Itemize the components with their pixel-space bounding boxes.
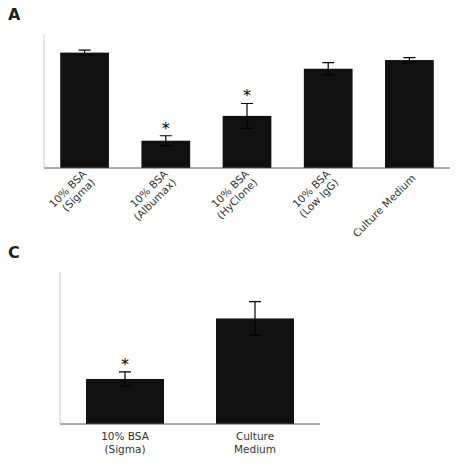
error-bar [119,372,131,386]
error-bar [322,63,334,75]
category-label: CultureMedium [234,430,276,455]
category-label: 10% BSA(HyClone) [206,167,260,221]
bar-chart: A * * 10% BSA(Sigma) 10% BSA(Albumax) 10% BSA… [8,5,450,239]
category-label: 10% BSA(Low IgG) [288,167,341,220]
bar-chart: C * 10% BSA(Sigma) CultureMedium [8,243,320,455]
bar [385,60,434,168]
error-bar [241,103,253,128]
x-axis [60,424,320,425]
error-bar [403,58,415,63]
x-axis [44,168,450,169]
significance-star: * [121,355,129,374]
bar [304,69,353,168]
category-label: 10% BSA(Sigma) [101,430,150,455]
significance-star: * [243,86,251,105]
figure: A * * 10% BSA(Sigma) 10% BSA(Albumax) 10% BSA… [0,0,474,474]
category-label: 10% BSA(Sigma) [46,167,97,218]
plot-area [60,50,434,168]
y-axis [60,272,61,424]
category-label: Culture Medium [350,172,418,240]
error-bar [249,302,261,336]
y-axis [44,34,45,168]
panel-label: A [8,5,21,24]
bar [60,53,109,168]
error-bar [79,50,91,55]
category-label: 10% BSA(Albumax) [123,167,179,223]
plot-area [86,302,294,424]
significance-star: * [162,119,170,138]
panel-label: C [8,243,20,262]
